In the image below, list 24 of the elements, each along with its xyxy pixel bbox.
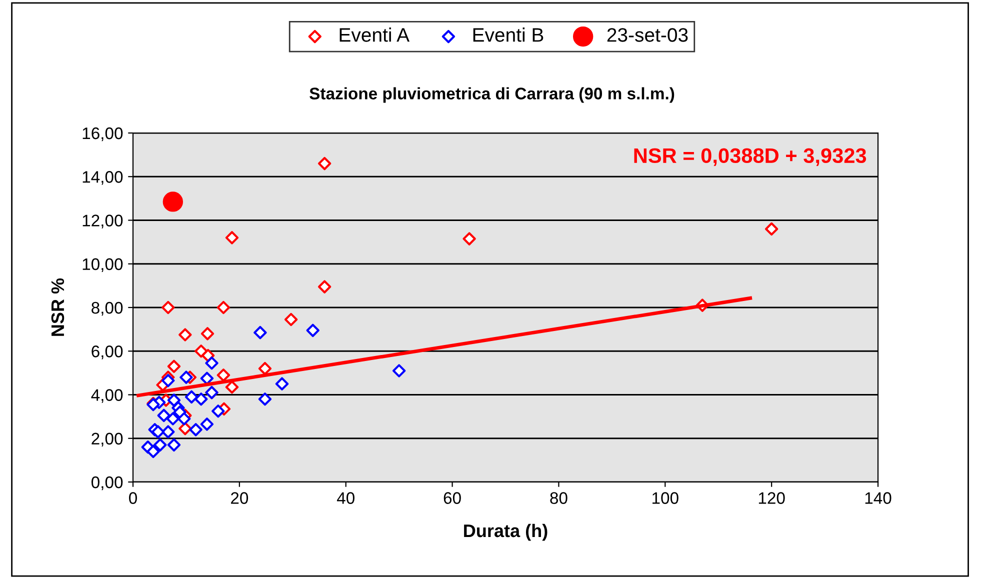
y-tick-label: 6,00 bbox=[92, 346, 123, 360]
chart-title: Stazione pluviometrica di Carrara (90 m s.l.m.) bbox=[310, 87, 674, 103]
y-tick-label: 16,00 bbox=[82, 127, 123, 142]
y-tick-label: 4,00 bbox=[91, 389, 123, 403]
y-tick-label: 8,00 bbox=[92, 302, 123, 316]
y-axis-title: NSR % bbox=[51, 278, 64, 336]
y-tick-label: 12,00 bbox=[82, 214, 123, 228]
x-tick-label: 0 bbox=[129, 492, 137, 504]
x-tick-label: 80 bbox=[550, 492, 568, 504]
x-tick-label: 60 bbox=[444, 492, 461, 504]
legend-label: Eventi B bbox=[473, 28, 544, 42]
x-tick-label: 20 bbox=[231, 492, 248, 504]
y-tick-label: 14,00 bbox=[82, 171, 123, 185]
x-tick-label: 40 bbox=[336, 492, 354, 504]
y-tick-label: 10,00 bbox=[82, 258, 123, 272]
y-tick-label: 0,00 bbox=[91, 476, 123, 490]
legend-label: 23-set-03 bbox=[607, 28, 688, 42]
x-tick-label: 100 bbox=[652, 492, 678, 504]
legend-label: Eventi A bbox=[340, 28, 410, 42]
x-tick-label: 120 bbox=[758, 492, 785, 504]
y-tick-label: 2,00 bbox=[92, 432, 123, 447]
x-axis-title: Durata (h) bbox=[464, 524, 548, 541]
x-tick-label: 140 bbox=[865, 492, 892, 504]
annotation: NSR = 0,0388D + 3,9323 bbox=[634, 148, 866, 166]
